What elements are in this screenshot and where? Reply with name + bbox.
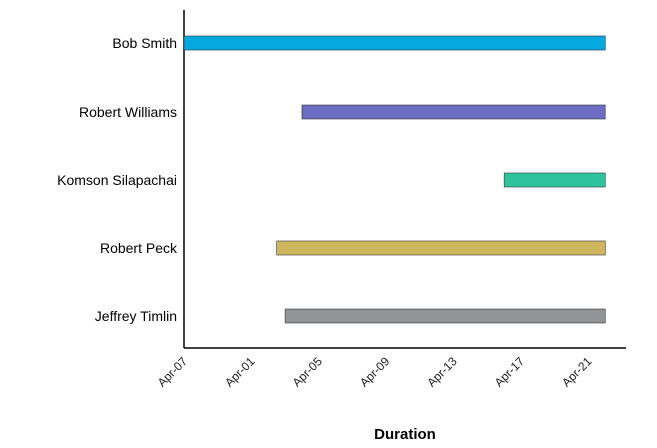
bar-robert-peck bbox=[276, 240, 606, 256]
category-labels: Bob Smith Robert Williams Komson Silapacha… bbox=[57, 35, 178, 324]
x-tick-label: Apr-13 bbox=[424, 354, 460, 390]
category-label: Komson Silapachai bbox=[57, 172, 177, 188]
bar-bob-smith bbox=[183, 35, 606, 51]
bars bbox=[183, 35, 606, 324]
x-tick-label: Apr-05 bbox=[290, 354, 326, 390]
category-label: Robert Peck bbox=[100, 240, 178, 256]
x-tick-label: Apr-07 bbox=[155, 354, 191, 390]
x-axis-title: Duration bbox=[374, 426, 436, 443]
category-label: Robert Williams bbox=[79, 104, 177, 120]
x-tick-label: Apr-21 bbox=[559, 354, 595, 390]
bar-jeffrey-timlin bbox=[284, 308, 606, 324]
x-tick-label: Apr-01 bbox=[222, 354, 258, 390]
x-tick-label: Apr-17 bbox=[492, 354, 528, 390]
x-tick-label: Apr-09 bbox=[357, 354, 393, 390]
category-label: Jeffrey Timlin bbox=[95, 308, 177, 324]
x-tick-labels: Apr-07 Apr-01 Apr-05 Apr-09 Apr-13 Apr-17 Apr-… bbox=[155, 354, 595, 390]
axes bbox=[183, 10, 626, 349]
bar-robert-williams bbox=[301, 104, 606, 120]
category-label: Bob Smith bbox=[112, 35, 177, 51]
bar-komson-silapachai bbox=[503, 172, 606, 188]
